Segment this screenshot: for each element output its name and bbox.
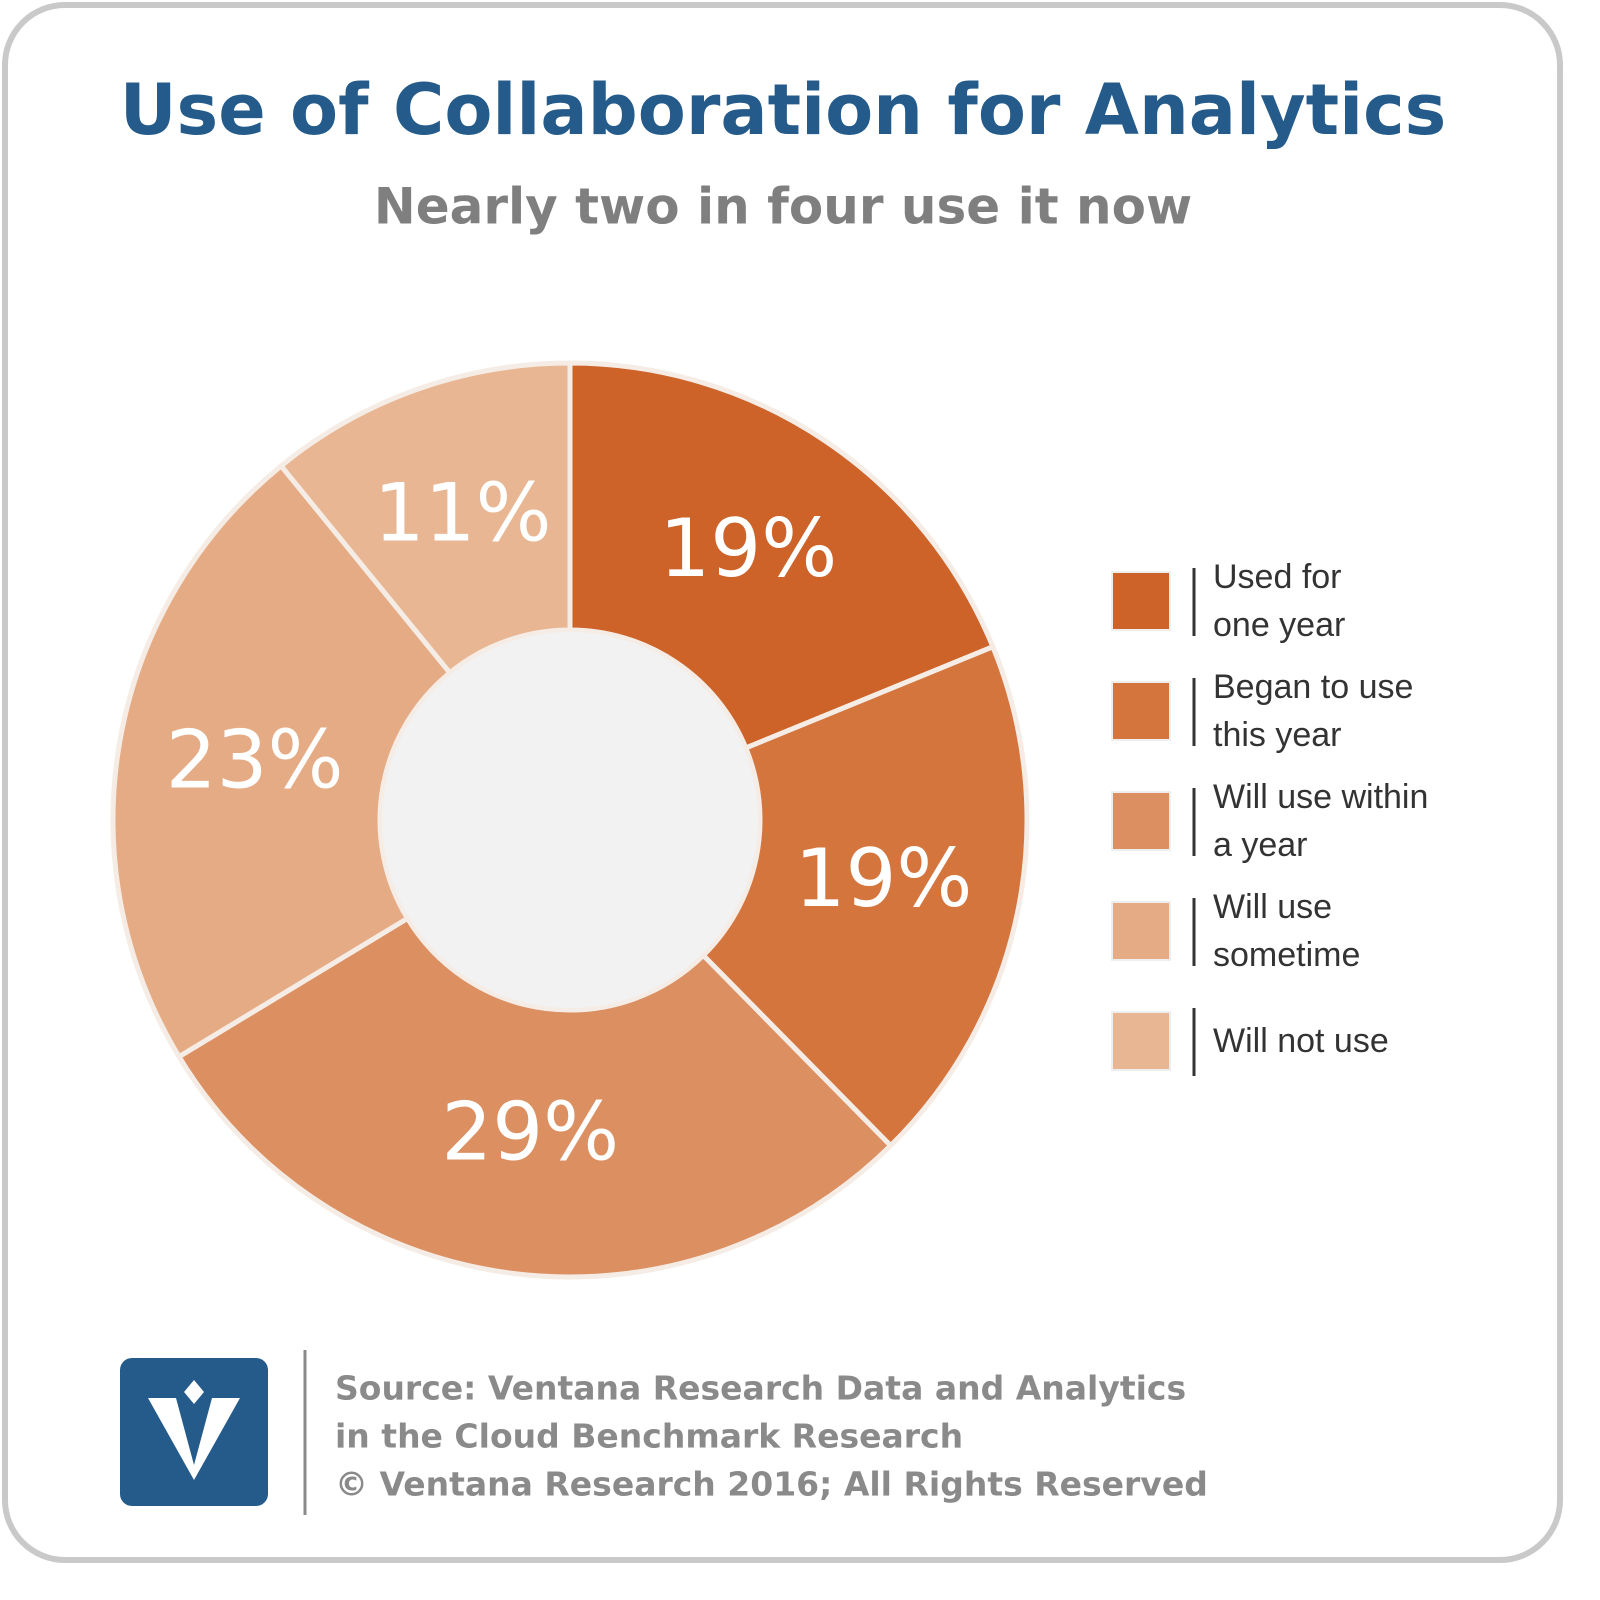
- slice: [175, 914, 895, 1280]
- slice: [699, 643, 1030, 1150]
- value-label: 23%: [166, 713, 344, 806]
- legend-label: Used for one year: [1213, 558, 1346, 644]
- slice: [567, 360, 997, 752]
- footer: Source: Ventana Research Data and Analyt…: [335, 1369, 1208, 1504]
- donut: 19% 19% 29% 23% 11%: [110, 360, 1030, 1280]
- legend-swatch: [1111, 681, 1171, 741]
- value-label: 11%: [374, 467, 552, 560]
- logo: [120, 1358, 268, 1506]
- legend-swatch: [1111, 791, 1171, 851]
- source-line: in the Cloud Benchmark Research: [335, 1417, 963, 1456]
- donut-hole: [382, 632, 758, 1008]
- slice: [277, 360, 573, 677]
- value-label: 29%: [441, 1085, 619, 1178]
- slice: [110, 462, 454, 1061]
- logo-mark: [148, 1398, 240, 1480]
- legend: [1111, 568, 1196, 1076]
- legend-label: Will not use: [1213, 1022, 1389, 1060]
- legend-swatch: [1111, 901, 1171, 961]
- value-label: 19%: [659, 502, 837, 595]
- legend-label: Began to use this year: [1213, 668, 1414, 754]
- legend-label: Will use sometime: [1213, 888, 1361, 974]
- source-line: Source: Ventana Research Data and Analyt…: [335, 1369, 1186, 1408]
- source-line: © Ventana Research 2016; All Rights Rese…: [335, 1465, 1208, 1504]
- chart-subtitle: Nearly two in four use it now: [374, 178, 1192, 236]
- value-label: 19%: [795, 832, 973, 925]
- chart-title: Use of Collaboration for Analytics: [120, 69, 1447, 151]
- legend-swatch: [1111, 1011, 1171, 1071]
- legend-swatch: [1111, 571, 1171, 631]
- legend-label: Will use within a year: [1213, 778, 1429, 864]
- logo-diamond: [184, 1380, 204, 1404]
